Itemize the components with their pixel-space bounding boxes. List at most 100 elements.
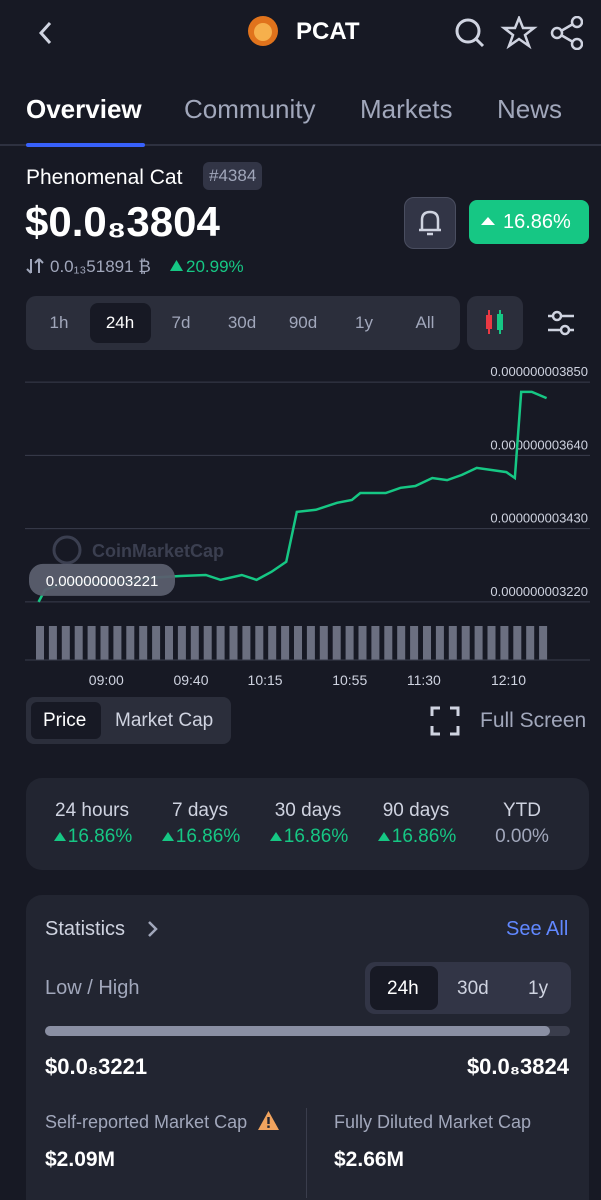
tab[interactable]: Overview	[26, 94, 142, 124]
volume-bar	[203, 626, 212, 660]
volume-bar	[268, 626, 277, 660]
perf-value: 0.00%	[495, 826, 549, 847]
low-high-label: Low / High	[45, 977, 140, 999]
fdv: $2.66M	[334, 1148, 405, 1171]
settings-icon[interactable]	[546, 310, 576, 336]
y-tick-label: 0.000000003850	[490, 364, 588, 379]
up-icon	[162, 832, 174, 841]
range-active	[90, 303, 151, 343]
y-tick-label: 0.000000003640	[490, 437, 588, 452]
toggle-option[interactable]: Price	[43, 710, 87, 731]
perf-label: YTD	[503, 800, 541, 821]
volume-bar	[61, 626, 70, 660]
statistics-card	[26, 895, 589, 1200]
stats-range-option[interactable]: 1y	[528, 978, 549, 999]
toggle-active	[31, 702, 101, 739]
volume-bar	[190, 626, 199, 660]
self-cap: $2.09M	[45, 1148, 116, 1171]
range-option[interactable]: 1h	[49, 313, 69, 332]
volume-bar	[36, 626, 44, 660]
range-option[interactable]: 1y	[355, 313, 373, 332]
header-icons[interactable]	[453, 16, 583, 50]
volume-bar	[87, 626, 96, 660]
volume-bar	[500, 626, 509, 660]
range-option[interactable]: 90d	[288, 313, 318, 332]
perf-label: 30 days	[274, 800, 342, 821]
volume-bar	[113, 626, 122, 660]
volume-bar	[526, 626, 535, 660]
warning-icon[interactable]	[257, 1110, 280, 1131]
price-chart: CoinMarketCap 0.000000003850 0.00000000364…	[25, 364, 590, 688]
volume-bar	[371, 626, 380, 660]
volume-bar	[410, 626, 419, 660]
performance-card	[26, 778, 589, 870]
volume-bar	[100, 626, 109, 660]
tab[interactable]: Community	[184, 94, 316, 124]
alert-button[interactable]	[404, 197, 456, 249]
up-icon	[170, 260, 183, 271]
header-title: PCAT	[296, 18, 360, 45]
volume-bar	[177, 626, 186, 660]
range-option[interactable]: All	[415, 313, 435, 332]
volume-bar	[448, 626, 457, 660]
perf-label: 24 hours	[55, 800, 129, 821]
chevron-icon	[148, 921, 158, 937]
toggle-option[interactable]: Market Cap	[115, 710, 214, 731]
tab[interactable]: Markets	[360, 94, 453, 124]
volume-bar	[384, 626, 393, 660]
back-icon[interactable]	[36, 20, 56, 46]
watermark-logo	[52, 535, 82, 565]
volume-bar	[306, 626, 315, 660]
range-option[interactable]: 30d	[227, 313, 257, 332]
x-tick-label: 10:15	[248, 672, 283, 688]
perf-value: 16.86%	[175, 826, 241, 847]
stats-range-option[interactable]: 24h	[387, 978, 419, 999]
up-icon	[54, 832, 66, 841]
up-icon	[378, 832, 390, 841]
volume-bar	[539, 626, 548, 660]
volume-bar	[435, 626, 444, 660]
self-cap-label: Self-reported Market Cap	[45, 1112, 248, 1132]
tab[interactable]: News	[497, 94, 563, 124]
stats-range-active	[370, 966, 438, 1010]
volume-bar	[397, 626, 406, 660]
x-tick-label: 11:30	[407, 672, 441, 688]
y-tick-label: 0.000000003220	[490, 584, 588, 599]
coin-name: Phenomenal Cat	[26, 166, 183, 189]
volume-bar	[358, 626, 367, 660]
high-value: $0.0₈3824	[466, 1054, 569, 1079]
candle-toggle[interactable]	[467, 296, 523, 350]
volume-bar	[216, 626, 225, 660]
y-tick-label: 0.000000003430	[490, 511, 588, 526]
volume-bar	[139, 626, 148, 660]
volume-bar	[281, 626, 290, 660]
volume-bar	[229, 626, 238, 660]
perf-value: 16.86%	[391, 826, 457, 847]
range-option[interactable]: 24h	[105, 313, 135, 332]
fullscreen-icon[interactable]	[430, 706, 460, 736]
stats-divider	[306, 1108, 307, 1198]
volume-bar	[126, 626, 135, 660]
volume-bar	[242, 626, 251, 660]
fullscreen-label[interactable]: Full Screen	[480, 709, 587, 732]
range-option[interactable]: 7d	[171, 313, 191, 332]
watermark: CoinMarketCap	[92, 541, 224, 561]
tooltip: 0.000000003221	[29, 563, 175, 596]
volume-bar	[332, 626, 341, 660]
x-tick-label: 12:10	[491, 672, 526, 688]
tooltip-box	[29, 563, 175, 596]
fdv-label: Fully Diluted Market Cap	[334, 1112, 532, 1132]
volume-bar	[513, 626, 522, 660]
volume-bar	[152, 626, 161, 660]
tab-divider	[0, 144, 601, 146]
volume-bar	[294, 626, 302, 660]
volume-bar	[48, 626, 57, 660]
x-tick-label: 09:00	[89, 672, 124, 688]
range-track	[45, 1026, 570, 1036]
see-all[interactable]: See All	[506, 918, 569, 940]
perf-value: 16.86%	[283, 826, 349, 847]
stats-title[interactable]: Statistics	[45, 918, 126, 940]
stats-range-option[interactable]: 30d	[457, 978, 489, 999]
swap-icon	[26, 258, 44, 274]
coin-logo	[248, 16, 278, 46]
